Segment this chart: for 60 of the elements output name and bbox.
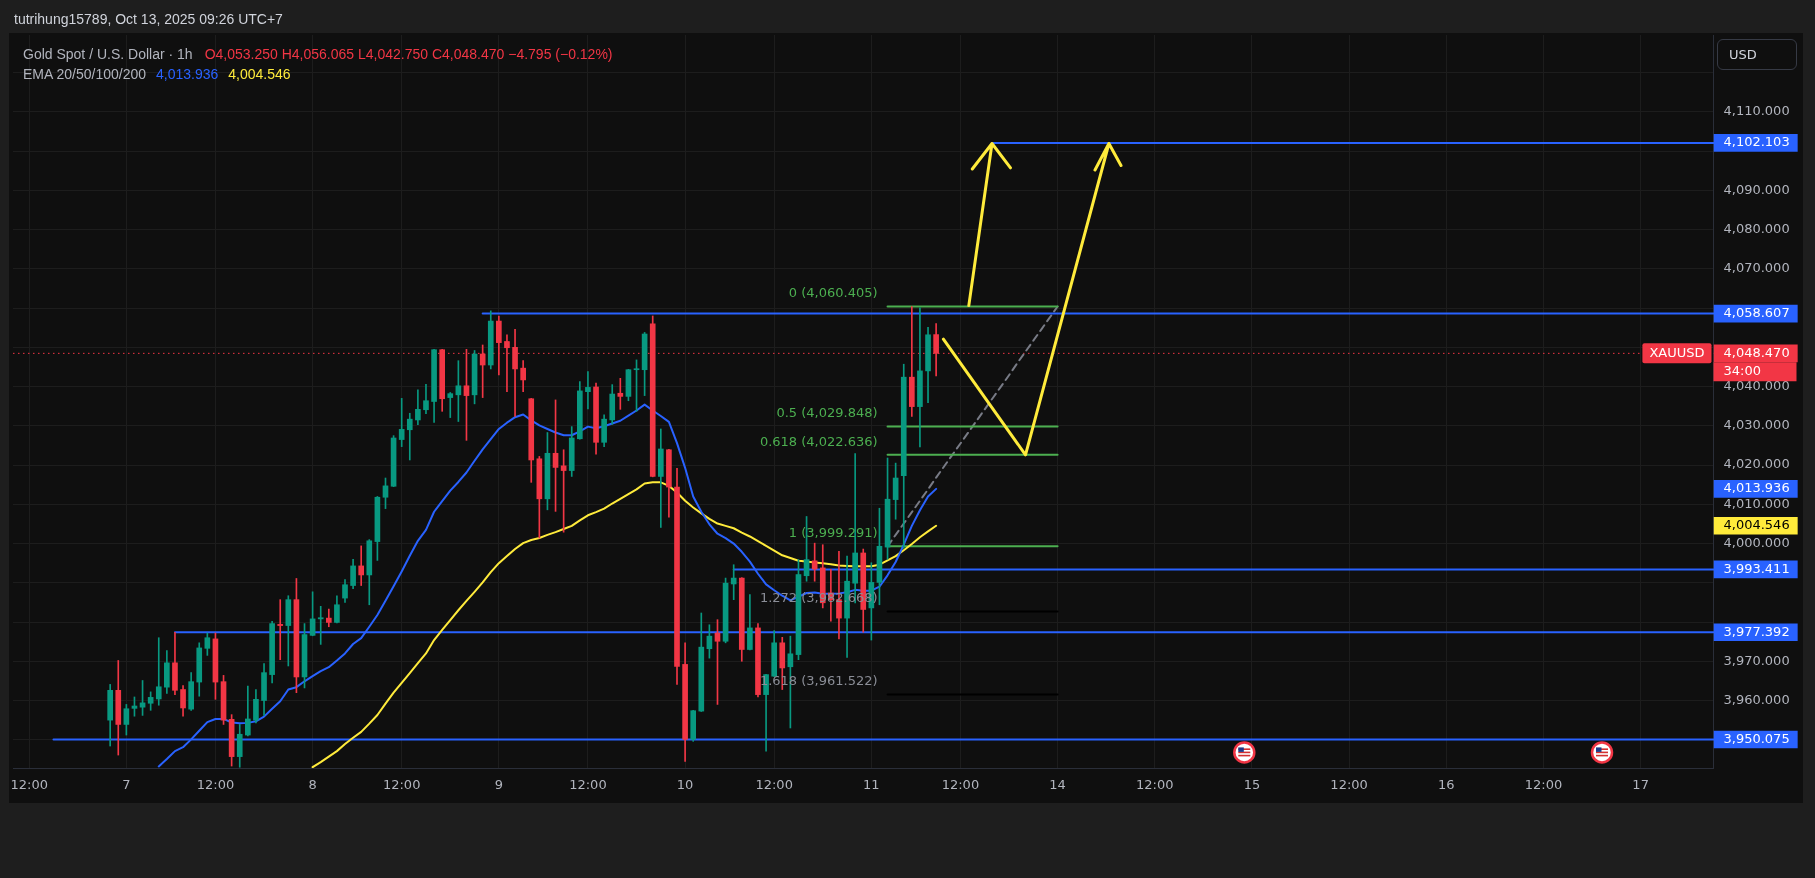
- x-tick-label: 12:00: [196, 777, 235, 793]
- x-tick-label: 12:00: [569, 777, 607, 793]
- y-tick-label: 3,977.392: [1723, 623, 1790, 639]
- y-tick-label: 3,993.411: [1723, 560, 1790, 576]
- candlestick: [277, 599, 284, 661]
- text: 34:00: [1723, 362, 1761, 378]
- y-tick-label: 4,030.000: [1723, 417, 1790, 433]
- y-tick-label: 4,070.000: [1723, 260, 1790, 276]
- x-tick-label: 12:00: [10, 777, 48, 793]
- y-tick-label: 4,102.103: [1723, 134, 1790, 150]
- y-tick-label: 4,004.546: [1723, 517, 1790, 533]
- x-tick-label: 12:00: [382, 777, 421, 793]
- y-tick-label: 3,960.000: [1723, 691, 1790, 707]
- y-tick-label: 4,040.000: [1723, 377, 1790, 393]
- data-label: 0.5 (4,029.848): [776, 405, 878, 421]
- text: USD: [1717, 39, 1797, 70]
- x-tick-label: 17: [1632, 777, 1649, 793]
- y-tick-label: 3,950.075: [1723, 730, 1790, 746]
- y-tick-label: 4,048.470: [1723, 344, 1790, 360]
- candlestick: [447, 392, 454, 418]
- candlestick: [398, 398, 405, 447]
- candlestick: [406, 412, 413, 461]
- y-tick-label: 4,080.000: [1723, 221, 1790, 236]
- x-tick-label: 10: [676, 777, 694, 793]
- y-tick-label: 4,010.000: [1723, 495, 1790, 511]
- x-tick-label: 12:00: [941, 777, 980, 793]
- annotation: 4,013.936: [156, 66, 219, 82]
- ref-line-label: XAUUSD: [1649, 344, 1705, 360]
- x-tick-label: 15: [1243, 777, 1261, 793]
- x-tick-label: 9: [494, 777, 503, 793]
- annotation: 4,004.546: [228, 66, 291, 82]
- candlestick: [730, 564, 737, 600]
- candlestick: [917, 307, 923, 448]
- candlestick: [155, 637, 162, 706]
- text: Gold Spot / U.S. Dollar · 1h: [23, 46, 193, 62]
- text: O4,053.250 H4,056.065 L4,042.750 C4,048.470 −4.795 (−0.12%): [204, 46, 613, 62]
- y-tick-label: 4,058.607: [1723, 304, 1790, 320]
- y-tick-label: 4,110.000: [1723, 103, 1790, 119]
- candlestick: [617, 378, 624, 410]
- y-tick-label: 4,020.000: [1723, 456, 1790, 472]
- x-tick-label: 12:00: [1136, 777, 1174, 793]
- x-tick-label: 12:00: [1330, 777, 1368, 793]
- data-label: 0 (4,060.405): [788, 285, 878, 301]
- x-tick-label: 11: [863, 777, 880, 793]
- annotation: EMA 20/50/100/200: [23, 66, 146, 82]
- candlestick: [585, 371, 591, 410]
- y-tick-label: 4,013.936: [1723, 480, 1790, 496]
- x-tick-label: 14: [1049, 777, 1066, 793]
- x-tick-label: 12:00: [755, 777, 793, 793]
- x-tick-label: 7: [122, 777, 131, 793]
- candlestick: [358, 545, 365, 586]
- candlestick: [317, 606, 324, 645]
- y-tick-label: 3,970.000: [1723, 652, 1790, 668]
- text: tutrihung15789, Oct 13, 2025 09:26 UTC+7: [14, 10, 283, 28]
- y-tick-label: 4,000.000: [1723, 534, 1790, 550]
- data-label: 0.618 (4,022.636): [759, 433, 878, 449]
- x-tick-label: 16: [1438, 777, 1455, 793]
- x-tick-label: 12:00: [1524, 777, 1563, 793]
- x-tick-label: 8: [308, 777, 317, 793]
- y-tick-label: 4,090.000: [1723, 181, 1790, 197]
